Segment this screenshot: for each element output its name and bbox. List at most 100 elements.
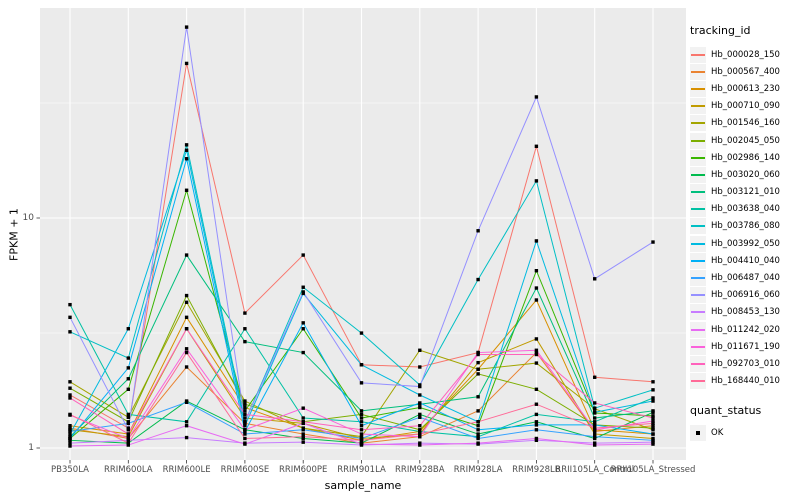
legend-entry-label: Hb_003638_040 bbox=[711, 204, 780, 215]
legend-line-icon bbox=[691, 362, 705, 365]
data-point-marker bbox=[534, 348, 539, 352]
data-point-marker bbox=[476, 395, 480, 399]
x-tick-label: RRII105LA_Control bbox=[555, 465, 635, 475]
data-point-marker bbox=[359, 331, 364, 335]
data-point-marker bbox=[359, 438, 364, 443]
legend-key-swatch bbox=[690, 373, 706, 390]
legend-entry-label: Hb_000710_090 bbox=[711, 101, 780, 112]
data-point-marker bbox=[184, 253, 189, 257]
y-tick-label: 1 bbox=[28, 443, 34, 453]
x-tick-label: PB350LA bbox=[51, 465, 89, 475]
data-point-marker bbox=[476, 420, 480, 424]
x-tick-label: RRIM928LA bbox=[453, 465, 503, 475]
data-point-marker bbox=[243, 416, 247, 420]
data-point-marker bbox=[534, 387, 539, 391]
data-point-marker bbox=[126, 443, 130, 447]
data-point-marker bbox=[184, 25, 189, 29]
data-point-marker bbox=[243, 399, 247, 403]
data-point-marker bbox=[593, 410, 597, 414]
data-point-marker bbox=[126, 438, 130, 443]
data-point-marker bbox=[68, 429, 72, 434]
legend-key-swatch bbox=[690, 132, 706, 149]
data-point-marker bbox=[243, 412, 247, 417]
legend-entry: Hb_000613_230 bbox=[690, 80, 798, 97]
legend-key-swatch bbox=[690, 218, 706, 235]
legend-line-icon bbox=[691, 156, 705, 159]
legend-line-icon bbox=[691, 87, 705, 90]
data-point-marker bbox=[359, 428, 364, 432]
data-point-marker bbox=[418, 384, 422, 389]
legend-entry: Hb_004410_040 bbox=[690, 252, 798, 269]
legend-line-icon bbox=[691, 139, 705, 142]
legend-key-swatch bbox=[690, 184, 706, 201]
data-point-marker bbox=[359, 436, 364, 441]
data-point-marker bbox=[184, 420, 189, 424]
data-point-marker bbox=[359, 434, 364, 439]
legend-key-swatch bbox=[690, 355, 706, 372]
data-point-marker bbox=[418, 365, 422, 369]
data-point-marker bbox=[534, 350, 539, 355]
data-point-marker bbox=[301, 285, 305, 289]
data-point-marker bbox=[301, 432, 305, 436]
data-point-marker bbox=[476, 432, 480, 436]
data-point-marker bbox=[359, 416, 364, 420]
data-point-marker bbox=[184, 157, 189, 161]
legend-entry: Hb_006916_060 bbox=[690, 287, 798, 304]
legend-line-icon bbox=[691, 242, 705, 245]
data-point-marker bbox=[651, 438, 655, 443]
legend-entry-label: Hb_000567_400 bbox=[711, 66, 780, 77]
data-point-marker bbox=[359, 432, 364, 436]
data-point-marker bbox=[68, 444, 72, 448]
data-point-marker bbox=[243, 436, 247, 441]
data-point-marker bbox=[184, 143, 189, 147]
data-point-marker bbox=[184, 315, 189, 320]
data-point-marker bbox=[184, 347, 189, 351]
data-point-marker bbox=[68, 386, 72, 390]
data-point-marker bbox=[534, 438, 539, 443]
legend-entry-label: Hb_002986_140 bbox=[711, 152, 780, 163]
data-point-marker bbox=[301, 290, 305, 294]
data-point-marker bbox=[418, 441, 422, 445]
data-point-marker bbox=[651, 421, 655, 426]
data-point-marker bbox=[68, 330, 72, 334]
data-point-marker bbox=[651, 424, 655, 428]
data-point-marker bbox=[651, 414, 655, 418]
legend-entry: Hb_000028_150 bbox=[690, 46, 798, 63]
legend-key-swatch bbox=[690, 98, 706, 115]
data-point-marker bbox=[126, 412, 130, 417]
data-point-marker bbox=[651, 409, 655, 413]
square-point-icon bbox=[696, 431, 700, 436]
legend-entry-label: Hb_006487_040 bbox=[711, 273, 780, 284]
data-point-marker bbox=[476, 367, 480, 371]
quant-legend-entry: OK bbox=[690, 425, 798, 442]
data-point-marker bbox=[68, 380, 72, 384]
data-point-marker bbox=[476, 424, 480, 428]
data-point-marker bbox=[68, 315, 72, 320]
data-point-marker bbox=[184, 424, 189, 428]
data-point-marker bbox=[184, 350, 189, 355]
data-point-marker bbox=[184, 435, 189, 440]
data-point-marker bbox=[301, 440, 305, 444]
data-point-marker bbox=[184, 327, 189, 331]
legend-key-swatch bbox=[690, 270, 706, 287]
data-point-marker bbox=[68, 424, 72, 428]
legend-key-swatch bbox=[690, 63, 706, 80]
legend-key-swatch bbox=[690, 304, 706, 321]
legend-line-icon bbox=[691, 225, 705, 228]
legend-line-icon bbox=[691, 191, 705, 194]
legend-entry-label: Hb_003786_080 bbox=[711, 221, 780, 232]
data-point-marker bbox=[534, 269, 539, 273]
data-point-marker bbox=[593, 277, 597, 281]
data-point-marker bbox=[126, 428, 130, 432]
data-point-marker bbox=[418, 415, 422, 419]
data-point-marker bbox=[476, 428, 480, 432]
legend-key-swatch bbox=[690, 201, 706, 218]
data-point-marker bbox=[359, 412, 364, 417]
legend-line-icon bbox=[691, 259, 705, 262]
data-point-marker bbox=[534, 286, 539, 290]
legend-entry-label: Hb_000613_230 bbox=[711, 83, 780, 94]
data-point-marker bbox=[418, 393, 422, 397]
data-point-marker bbox=[476, 434, 480, 439]
data-point-marker bbox=[534, 428, 539, 432]
